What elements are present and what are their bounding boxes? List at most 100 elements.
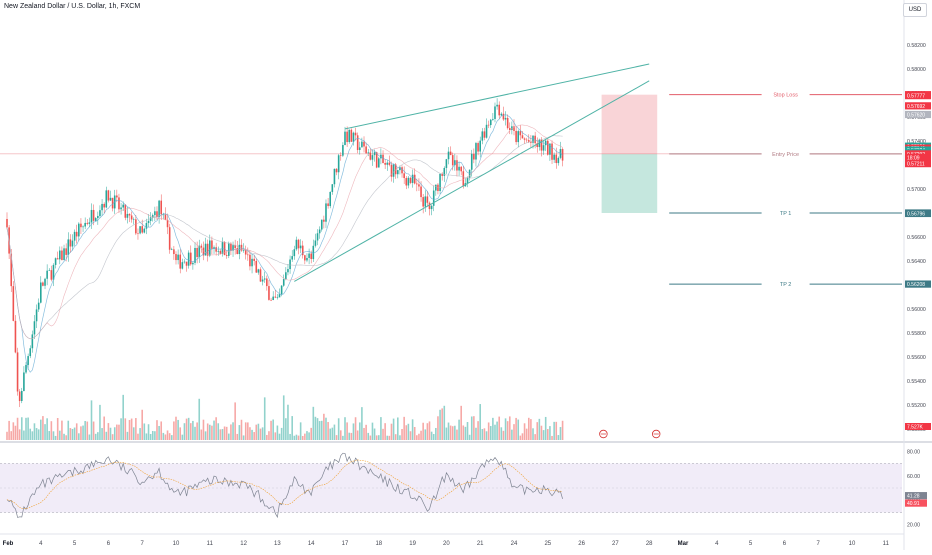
candle-body: [418, 184, 420, 187]
candle-body: [37, 302, 40, 310]
candle-body: [67, 239, 70, 255]
volume-bar: [124, 418, 127, 440]
volume-bar: [468, 434, 471, 440]
volume-bar: [44, 424, 46, 440]
candle-body: [109, 197, 112, 201]
candle-body: [352, 132, 355, 142]
volume-bar: [20, 417, 23, 440]
candle-body: [274, 296, 277, 298]
volume-bar: [156, 420, 158, 440]
volume-bar: [238, 425, 241, 440]
entry-price-label: Entry Price: [772, 152, 799, 158]
volume-bar: [506, 421, 509, 440]
volume-bar: [282, 395, 285, 440]
candle-body: [477, 143, 479, 152]
candle-body: [242, 250, 245, 251]
candle-body: [59, 250, 61, 260]
candle-body: [304, 255, 306, 261]
candle-body: [154, 211, 156, 216]
volume-bar: [378, 435, 380, 440]
volume-bar: [420, 430, 422, 440]
time-tick-label: 7: [817, 541, 821, 547]
volume-bar: [198, 398, 201, 440]
candle-body: [54, 258, 57, 265]
candle-body: [73, 231, 76, 241]
volume-bar: [31, 431, 34, 440]
candle-body: [192, 262, 194, 265]
price-badge-text: 0.57211: [907, 162, 925, 168]
volume-bar: [561, 420, 564, 440]
candle-body: [301, 245, 304, 256]
volume-bar: [536, 422, 539, 440]
volume-bar: [369, 435, 372, 440]
candle-body: [219, 250, 222, 254]
time-tick-label: 11: [883, 541, 890, 547]
volume-bar: [213, 420, 215, 440]
candle-body: [327, 203, 329, 207]
volume-bar: [257, 423, 260, 440]
candle-body: [6, 218, 8, 228]
volume-bar: [75, 423, 78, 440]
candle-body: [468, 169, 471, 178]
candle-body: [492, 118, 494, 120]
time-tick-label: 5: [749, 541, 753, 547]
candle-body: [504, 117, 507, 120]
volume-bar: [337, 418, 340, 440]
candle-body: [413, 174, 416, 184]
volume-bar: [175, 416, 177, 440]
candle-body: [420, 186, 422, 198]
volume-bar: [350, 432, 353, 440]
candle-body: [200, 245, 203, 248]
candle-body: [147, 220, 150, 224]
candle-body: [194, 247, 196, 263]
price-tick-label: 0.57400: [907, 139, 926, 145]
candle-body: [325, 203, 327, 222]
volume-bar: [80, 426, 82, 440]
candle-body: [403, 173, 405, 179]
volume-bar: [291, 416, 293, 440]
price-badge: [905, 160, 931, 168]
candle-body: [422, 197, 424, 207]
candle-body: [394, 164, 397, 175]
candle-body: [536, 143, 539, 148]
time-tick-label: 7: [141, 541, 145, 547]
candle-body: [230, 243, 232, 251]
volume-bar: [451, 426, 454, 440]
currency-button[interactable]: USD: [903, 3, 927, 17]
candle-body: [170, 249, 173, 250]
volume-bar: [538, 418, 541, 440]
volume-bar: [46, 418, 48, 440]
candle-body: [483, 131, 486, 138]
price-tick-label: 0.58000: [907, 67, 926, 73]
candle-body: [527, 140, 530, 142]
candle-body: [390, 164, 393, 177]
volume-bar: [513, 424, 515, 440]
volume-bar: [251, 429, 253, 440]
candle-body: [397, 170, 399, 175]
candle-body: [542, 145, 545, 151]
volume-bar: [225, 426, 228, 440]
volume-bar: [90, 400, 93, 440]
volume-bar: [84, 420, 86, 440]
candle-body: [116, 195, 118, 198]
volume-bar: [329, 428, 332, 440]
candle-body: [130, 215, 133, 220]
candle-body: [517, 131, 520, 143]
volume-bar: [386, 435, 389, 440]
volume-bar: [462, 425, 465, 440]
candle-body: [27, 356, 29, 365]
candle-body: [458, 166, 460, 171]
candle-body: [333, 168, 336, 185]
volume-bar: [323, 413, 325, 440]
price-badge-text: 0.56796: [907, 211, 925, 217]
candle-body: [166, 219, 169, 228]
candle-body: [278, 294, 281, 298]
volume-bar: [367, 432, 370, 440]
volume-bar: [299, 422, 302, 440]
candle-body: [259, 269, 262, 282]
volume-bar: [494, 424, 496, 440]
candle-body: [204, 243, 207, 256]
time-tick-label: 26: [578, 541, 585, 547]
volume-bar: [266, 434, 268, 440]
